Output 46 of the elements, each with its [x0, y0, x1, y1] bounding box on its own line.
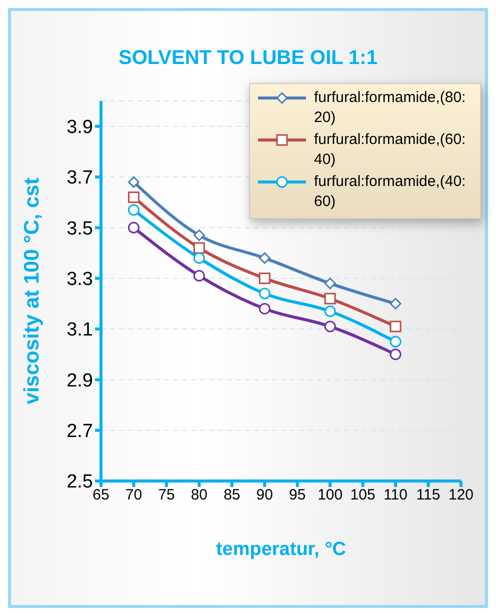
point	[128, 222, 140, 234]
point	[128, 192, 140, 204]
point	[193, 252, 205, 264]
point	[128, 204, 140, 216]
point	[193, 230, 205, 242]
point	[258, 288, 270, 300]
point	[390, 320, 402, 332]
y-tick-label: 3.5	[66, 218, 93, 240]
point	[258, 302, 270, 314]
legend-label: furfural:formamide,(80:20)	[314, 88, 467, 128]
point	[193, 242, 205, 254]
point	[324, 292, 336, 304]
point	[324, 278, 336, 290]
point	[390, 336, 402, 348]
point	[193, 270, 205, 282]
y-tick-label: 2.9	[66, 370, 93, 392]
y-axis-title: viscosity at 100 °C, cst	[20, 178, 44, 404]
point	[324, 306, 336, 318]
point	[258, 272, 270, 284]
point	[258, 252, 270, 264]
point	[390, 298, 402, 310]
y-tick-label: 2.5	[66, 472, 93, 493]
point	[390, 348, 402, 360]
x-tick-label: 80	[190, 486, 208, 504]
y-tick-label: 3.3	[66, 269, 93, 290]
x-axis-title: temperatur, °C	[216, 539, 346, 560]
x-tick-label: 85	[224, 486, 240, 504]
x-tick-label: 95	[289, 486, 306, 504]
point	[128, 176, 140, 188]
x-tick-label: 90	[256, 486, 273, 504]
x-tick-label: 120	[448, 486, 474, 504]
x-tick-label: 105	[350, 486, 376, 504]
legend-label: furfural:formamide,(40:60)	[314, 172, 467, 212]
y-tick-label: 3.1	[66, 320, 93, 341]
y-tick-label: 3.9	[66, 117, 93, 138]
chart-title: SOLVENT TO LUBE OIL 1:1	[118, 47, 378, 70]
x-tick-label: 110	[384, 486, 408, 504]
x-tick-label: 65	[92, 486, 110, 504]
x-tick-label: 115	[416, 486, 440, 504]
point	[324, 320, 336, 332]
x-tick-label: 70	[125, 486, 142, 504]
y-tick-label: 3.7	[66, 168, 93, 189]
x-tick-label: 100	[318, 486, 343, 504]
y-tick-label: 2.7	[66, 421, 93, 442]
legend-label: furfural:formamide,(60:40)	[314, 130, 467, 170]
x-tick-label: 75	[158, 486, 175, 504]
